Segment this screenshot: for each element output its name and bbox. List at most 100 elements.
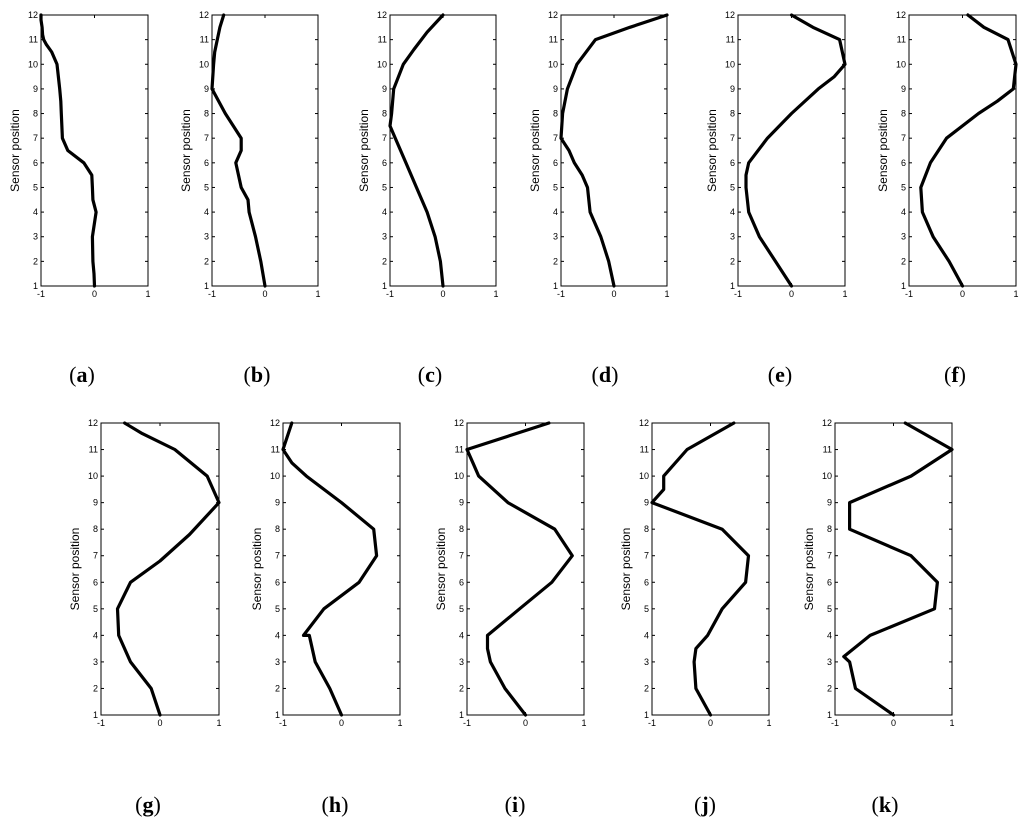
subplot-caption: (g) [135,792,161,817]
x-tick-label: 1 [397,718,402,728]
series-line [842,421,954,717]
x-tick-label: 0 [789,289,794,299]
y-tick-label: 6 [204,158,209,168]
y-tick-label: 6 [275,577,280,587]
x-tick-label: -1 [734,289,742,299]
subplot-caption: (h) [322,792,349,817]
series-line [210,13,267,288]
y-tick-label: 2 [730,256,735,266]
y-tick-label: 9 [204,84,209,94]
x-tick-label: -1 [208,289,216,299]
y-tick-label: 11 [640,445,649,455]
y-tick-label: 1 [93,710,98,720]
y-tick-label: 3 [93,657,98,667]
axes-box [560,14,668,287]
x-tick-label: 0 [262,289,267,299]
y-tick-label: 2 [644,683,649,693]
y-tick-label: 1 [275,710,280,720]
y-tick-label: 7 [33,133,38,143]
series-line [650,421,751,717]
y-tick-label: 9 [730,84,735,94]
y-axis-label: Sensor position [68,528,82,611]
axes-box [466,422,585,716]
y-tick-label: 7 [204,133,209,143]
y-axis-label: Sensor position [434,528,448,611]
y-tick-label: 3 [459,657,464,667]
y-axis-label: Sensor position [876,109,890,192]
y-tick-label: 7 [730,133,735,143]
y-axis-label: Sensor position [250,528,264,611]
y-tick-label: 12 [896,10,906,20]
x-tick-label: -1 [557,289,565,299]
x-tick-label: 1 [315,289,320,299]
y-tick-label: 1 [382,281,387,291]
y-tick-label: 3 [644,657,649,667]
y-tick-label: 12 [639,418,649,428]
y-tick-label: 11 [29,35,38,45]
y-tick-label: 2 [901,256,906,266]
x-tick-label: 0 [523,718,528,728]
x-tick-label: -1 [97,718,105,728]
axes-box [737,14,846,287]
y-tick-label: 12 [454,418,464,428]
y-tick-label: 1 [204,281,209,291]
y-tick-label: 3 [33,232,38,242]
y-tick-label: 5 [93,604,98,614]
y-tick-label: 5 [275,604,280,614]
y-tick-label: 10 [725,59,735,69]
x-tick-label: 1 [766,718,771,728]
y-tick-label: 5 [644,604,649,614]
y-tick-label: 5 [901,182,906,192]
y-axis-label: Sensor position [528,109,542,192]
y-tick-label: 10 [896,59,906,69]
y-tick-label: 3 [275,657,280,667]
y-tick-label: 7 [459,551,464,561]
y-tick-label: 9 [93,498,98,508]
y-tick-label: 6 [644,577,649,587]
y-axis-label: Sensor position [357,109,371,192]
y-tick-label: 4 [204,207,209,217]
y-tick-label: 1 [730,281,735,291]
y-tick-label: 4 [459,630,464,640]
y-tick-label: 9 [553,84,558,94]
y-tick-label: 2 [553,256,558,266]
axes-box [834,422,953,716]
y-tick-label: 11 [455,445,464,455]
y-tick-label: 9 [382,84,387,94]
y-tick-label: 11 [200,35,209,45]
y-tick-label: 6 [553,158,558,168]
y-tick-label: 3 [901,232,906,242]
subplot-caption: (a) [69,362,95,387]
y-tick-label: 4 [901,207,906,217]
y-tick-label: 4 [93,630,98,640]
y-tick-label: 12 [822,418,832,428]
y-tick-label: 8 [459,524,464,534]
y-tick-label: 10 [377,59,387,69]
subplot-caption: (j) [694,792,716,817]
y-tick-label: 1 [33,281,38,291]
y-tick-label: 10 [822,471,832,481]
x-tick-label: -1 [463,718,471,728]
y-tick-label: 11 [823,445,832,455]
axes-box [211,14,319,287]
series-line [39,13,98,288]
y-tick-label: 11 [89,445,98,455]
y-tick-label: 5 [382,182,387,192]
y-tick-label: 12 [270,418,280,428]
series-line [388,13,445,288]
y-axis-label: Sensor position [619,528,633,611]
y-tick-label: 6 [459,577,464,587]
y-tick-label: 10 [270,471,280,481]
y-tick-label: 5 [459,604,464,614]
x-tick-label: 1 [145,289,150,299]
y-tick-label: 3 [730,232,735,242]
y-tick-label: 5 [204,182,209,192]
x-tick-label: 1 [493,289,498,299]
y-tick-label: 2 [33,256,38,266]
subplot-caption: (d) [592,362,619,387]
subplot-caption: (k) [872,792,899,817]
y-tick-label: 12 [548,10,558,20]
